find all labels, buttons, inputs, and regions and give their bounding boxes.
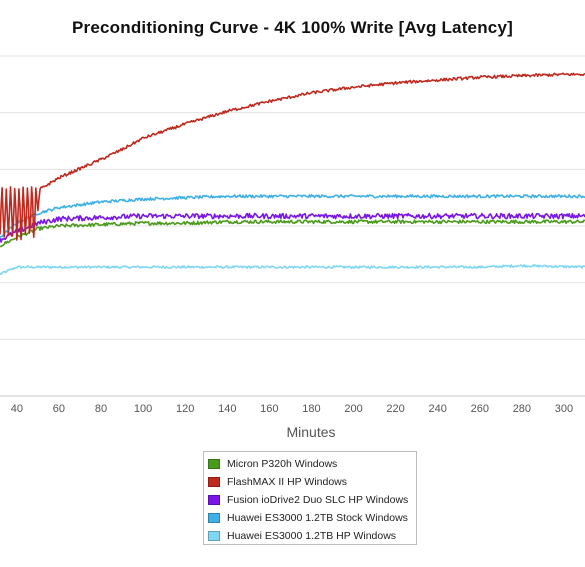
legend-label: FlashMAX II HP Windows [227,476,348,488]
legend-item[interactable]: Micron P320h Windows [208,455,416,473]
legend-swatch [208,459,220,469]
x-tick-label: 180 [302,403,320,415]
x-tick-label: 100 [134,403,152,415]
x-axis-title: Minutes [286,424,335,440]
grid-lines [0,55,585,397]
legend-item[interactable]: Fusion ioDrive2 Duo SLC HP Windows [208,491,416,509]
x-tick-label: 240 [429,403,447,415]
x-tick-label: 60 [53,403,65,415]
x-tick-label: 280 [513,403,531,415]
legend-item[interactable]: Huawei ES3000 1.2TB HP Windows [208,527,416,545]
legend-swatch [208,495,220,505]
legend-item[interactable]: FlashMAX II HP Windows [208,473,416,491]
chart-title: Preconditioning Curve - 4K 100% Write [A… [72,18,513,37]
x-tick-label: 120 [176,403,194,415]
series-huawei-hp-line [0,263,585,276]
legend-label: Fusion ioDrive2 Duo SLC HP Windows [227,494,409,506]
legend-swatch [208,531,220,541]
legend-label: Huawei ES3000 1.2TB HP Windows [227,530,397,542]
x-tick-label: 160 [260,403,278,415]
x-tick-label: 200 [344,403,362,415]
legend-label: Huawei ES3000 1.2TB Stock Windows [227,512,408,524]
x-tick-label: 260 [471,403,489,415]
x-tick-label: 300 [555,403,573,415]
series-huawei-stock-line [0,194,585,239]
x-tick-label: 80 [95,403,107,415]
series-micron-p320h-line [0,219,585,248]
legend-label: Micron P320h Windows [227,458,338,470]
x-axis-ticks: 40 60 80 100 120 140 160 180 200 220 240 260 280 300 [11,403,573,415]
x-tick-label: 40 [11,403,23,415]
legend-swatch [208,477,220,487]
x-tick-label: 140 [218,403,236,415]
x-tick-label: 220 [386,403,404,415]
series-lines [0,72,585,276]
series-fusion-iodrive2-line [0,212,585,243]
legend: Micron P320h Windows FlashMAX II HP Windo… [203,451,417,545]
legend-item[interactable]: Huawei ES3000 1.2TB Stock Windows [208,509,416,527]
legend-swatch [208,513,220,523]
series-flashmax-ii-line [0,72,585,241]
